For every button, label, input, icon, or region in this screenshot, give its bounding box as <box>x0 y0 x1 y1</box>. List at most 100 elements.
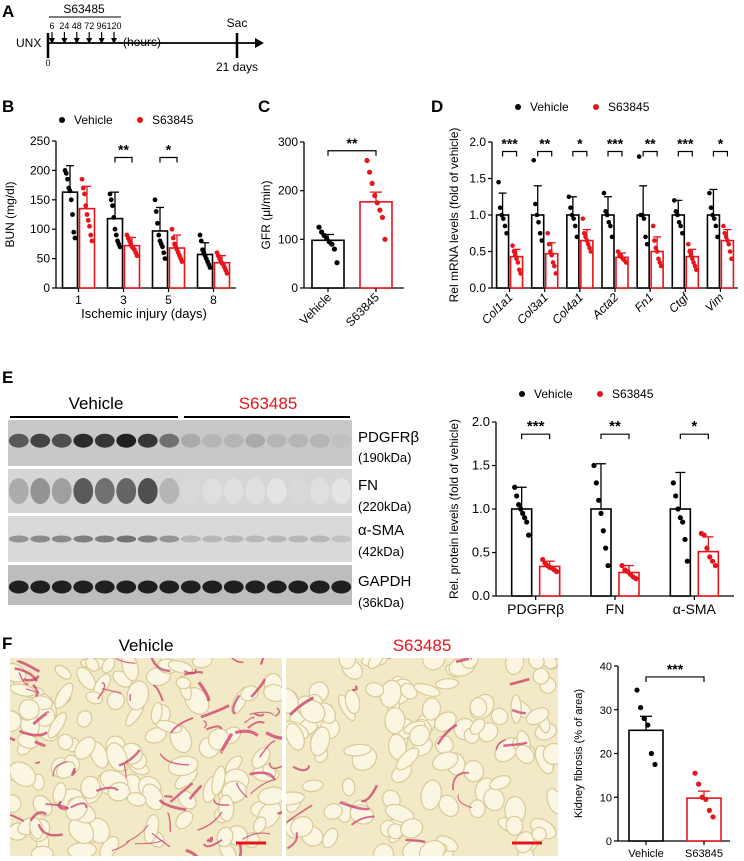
data-point <box>518 506 524 512</box>
significance-label: * <box>577 135 583 151</box>
blot-band <box>202 478 223 504</box>
tubule <box>505 658 525 675</box>
significance-bracket <box>501 150 518 157</box>
data-point <box>372 192 378 199</box>
tubule <box>435 678 459 690</box>
x-tick-label: α-SMA <box>673 601 717 617</box>
data-point <box>729 256 734 262</box>
tubule <box>505 815 524 836</box>
blot-band <box>180 535 201 543</box>
significance-label: * <box>691 418 697 435</box>
significance-bracket <box>677 150 693 157</box>
data-point <box>161 250 167 256</box>
data-point <box>107 191 113 197</box>
data-point <box>79 176 85 182</box>
data-point <box>574 234 580 240</box>
collagen-fiber <box>253 712 265 717</box>
y-tick-label: 250 <box>30 134 50 148</box>
legend-marker-drug <box>137 117 143 123</box>
y-tick-label: 2.0 <box>472 414 490 429</box>
collagen-fiber <box>286 832 298 850</box>
band-label-fn: FN <box>358 477 378 494</box>
collagen-fiber <box>45 803 70 810</box>
blot-band <box>73 478 94 504</box>
collagen-fiber <box>202 720 208 729</box>
tubule <box>395 747 420 771</box>
y-tick-label: 30 <box>600 705 612 717</box>
legend-marker-drug <box>593 104 599 110</box>
data-point <box>531 157 537 163</box>
blot-band <box>137 433 158 448</box>
data-point <box>688 252 694 258</box>
data-point <box>650 223 656 229</box>
tubule <box>323 803 343 820</box>
data-point <box>552 263 557 269</box>
tubule <box>310 726 331 757</box>
collagen-fiber <box>269 762 282 770</box>
data-point <box>691 260 696 265</box>
x-tick-label: Vehicle <box>297 290 334 327</box>
bar <box>311 239 345 289</box>
micrograph-drug-title: S63485 <box>392 636 452 655</box>
y-tick-label: 10 <box>600 792 612 804</box>
bar <box>530 214 545 289</box>
significance-bracket <box>607 150 623 157</box>
data-point <box>715 234 720 240</box>
collagen-fiber <box>405 838 426 844</box>
data-point <box>645 722 651 728</box>
tubule <box>408 724 430 747</box>
tubule <box>338 658 357 670</box>
collagen-fiber <box>236 782 248 798</box>
collagen-fiber <box>16 660 41 673</box>
blot-band <box>288 478 309 504</box>
data-point <box>572 223 578 229</box>
blot-band <box>94 535 115 543</box>
blot-vehicle-line <box>10 416 178 418</box>
tubule <box>432 751 459 771</box>
data-point <box>155 220 160 226</box>
significance-bracket <box>679 433 709 440</box>
collagen-fiber <box>206 836 214 843</box>
panel-letter-b: B <box>2 97 15 116</box>
data-point <box>364 157 370 164</box>
data-point <box>679 230 685 236</box>
blot-band <box>30 580 51 594</box>
data-point <box>703 796 709 803</box>
significance-bracket <box>537 150 553 157</box>
data-point <box>366 169 373 175</box>
significance-label: ** <box>609 418 621 435</box>
data-point <box>711 216 717 221</box>
significance-bracket <box>114 156 133 163</box>
collagen-fiber <box>57 800 68 810</box>
data-point <box>600 528 606 534</box>
micrograph-drug <box>286 658 558 856</box>
data-point <box>673 209 679 214</box>
y-tick-label: 0.0 <box>472 588 490 603</box>
y-tick-label: 100 <box>30 222 50 236</box>
tubule <box>18 698 40 721</box>
band-label-gapdh: GAPDH <box>358 573 412 590</box>
collagen-fiber <box>339 801 370 811</box>
blot-band <box>245 535 266 543</box>
bar <box>628 729 664 842</box>
chart-bun: 0 50 100 150 200 250 BUN (mg/dl) Vehicle S63845 1… <box>3 113 236 321</box>
collagen-fiber <box>150 658 171 673</box>
data-point <box>553 271 559 276</box>
bar <box>720 239 735 289</box>
data-point <box>580 216 586 221</box>
tubule <box>10 662 27 683</box>
significance-bracket <box>712 150 729 157</box>
tubule <box>528 658 545 670</box>
data-point <box>593 480 599 486</box>
data-point <box>601 190 607 196</box>
blot-band <box>73 580 94 594</box>
data-point <box>684 558 690 564</box>
collagen-fiber <box>158 798 187 812</box>
chart-gfr: 0 100 200 300 GFR (μl/min) Vehicle S63845 ** <box>259 135 404 329</box>
data-point <box>548 249 553 254</box>
collagen-fiber <box>213 799 230 806</box>
y-tick-label: 1.0 <box>469 208 486 222</box>
collagen-fiber <box>234 729 259 737</box>
data-point <box>67 188 73 194</box>
data-point <box>316 224 322 230</box>
